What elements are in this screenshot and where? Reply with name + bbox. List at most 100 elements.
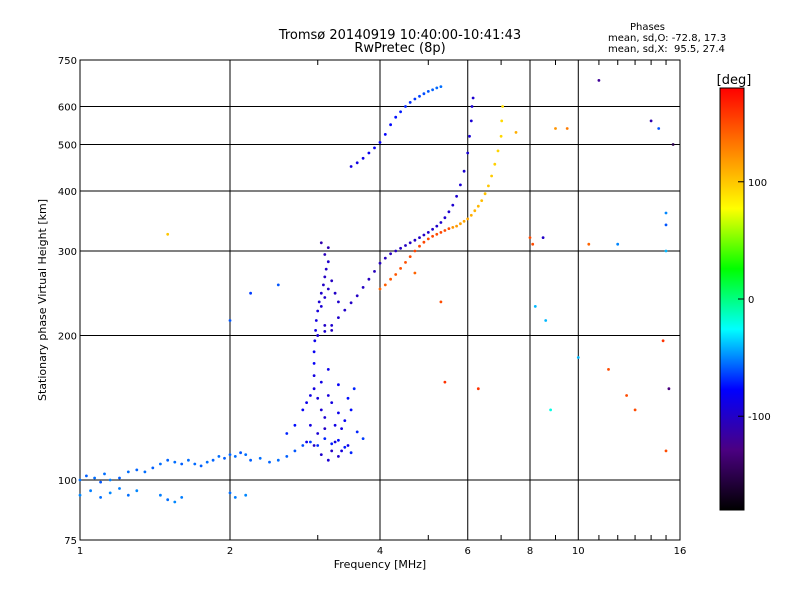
data-point — [99, 480, 102, 484]
data-point — [337, 438, 340, 442]
data-point — [378, 141, 382, 144]
scatter-points — [78, 79, 675, 504]
data-point — [469, 213, 473, 217]
data-point — [276, 458, 280, 462]
data-point — [426, 90, 430, 93]
data-point — [399, 246, 402, 250]
y-tick-label: 200 — [58, 332, 77, 343]
data-point — [78, 478, 82, 482]
data-point — [499, 134, 503, 138]
data-point — [466, 217, 470, 221]
data-point — [333, 440, 337, 444]
data-point — [408, 101, 412, 104]
data-point — [322, 283, 325, 287]
y-tick-label: 100 — [58, 476, 77, 487]
data-point — [443, 380, 447, 384]
data-point — [533, 305, 537, 308]
data-point — [103, 472, 106, 476]
data-point — [661, 339, 665, 343]
data-point — [435, 232, 439, 236]
data-point — [355, 430, 359, 434]
colorbar-label: [deg] — [717, 73, 752, 88]
data-point — [349, 451, 353, 455]
data-point — [343, 445, 347, 449]
data-point — [312, 374, 316, 377]
stats-line-o: mean, sd,O: -72.8, 17.3 — [608, 33, 727, 44]
data-point — [480, 199, 484, 203]
data-point — [633, 408, 637, 412]
data-point — [285, 432, 289, 435]
data-point — [389, 252, 392, 256]
data-point — [343, 419, 347, 422]
data-point — [330, 442, 334, 446]
data-point — [361, 286, 365, 289]
data-point — [404, 244, 407, 247]
data-point — [493, 162, 497, 166]
data-point — [316, 334, 320, 337]
data-point — [657, 127, 661, 130]
data-point — [313, 339, 317, 343]
data-point — [244, 493, 248, 497]
x-axis-label: Frequency [MHz] — [334, 558, 426, 571]
data-point — [316, 396, 320, 400]
data-point — [173, 460, 177, 464]
data-point — [239, 451, 243, 455]
data-point — [126, 470, 130, 474]
data-point — [180, 462, 184, 466]
data-point — [268, 460, 271, 464]
data-point — [394, 115, 398, 119]
data-point — [418, 244, 421, 248]
data-point — [135, 468, 139, 472]
data-point — [143, 470, 147, 474]
data-point — [664, 223, 668, 227]
data-point — [319, 408, 323, 412]
data-point — [439, 231, 443, 234]
data-point — [455, 224, 458, 228]
data-point — [487, 184, 490, 188]
data-point — [431, 88, 434, 92]
data-point — [462, 169, 466, 173]
data-point — [228, 319, 232, 322]
data-point — [426, 231, 430, 234]
data-point — [323, 253, 327, 256]
data-point — [399, 267, 402, 270]
y-tick-label: 400 — [58, 187, 77, 198]
data-point — [199, 464, 203, 468]
data-point — [249, 291, 253, 295]
data-point — [323, 330, 327, 333]
x-tick-label: 2 — [227, 546, 233, 557]
x-tick-label: 1 — [77, 546, 83, 557]
data-point — [223, 456, 226, 460]
data-point — [408, 241, 412, 245]
colorbar-ticks: 100 0 -100 — [738, 178, 771, 423]
data-point — [312, 444, 316, 447]
data-point — [89, 489, 92, 493]
data-point — [233, 496, 237, 499]
data-point — [373, 146, 376, 150]
data-point — [319, 380, 323, 384]
stats-heading: Phases — [629, 22, 666, 33]
data-point — [228, 491, 232, 495]
data-point — [333, 423, 337, 427]
data-point — [118, 487, 121, 490]
data-point — [319, 241, 323, 245]
data-point — [447, 227, 451, 231]
data-point — [337, 300, 340, 304]
data-point — [108, 491, 112, 495]
x-tick-label: 4 — [377, 546, 383, 557]
data-point — [323, 416, 327, 419]
data-point — [544, 319, 548, 322]
data-point — [470, 105, 474, 108]
x-tick-label: 6 — [465, 546, 471, 557]
data-point — [337, 411, 340, 415]
data-point — [258, 456, 262, 460]
data-point — [135, 489, 139, 493]
data-point — [166, 498, 170, 502]
x-tick-label: 16 — [674, 546, 687, 557]
data-point — [323, 427, 327, 430]
data-point — [462, 219, 466, 223]
data-point — [316, 309, 320, 313]
data-point — [367, 151, 371, 155]
data-point — [422, 240, 426, 244]
data-point — [159, 462, 162, 466]
